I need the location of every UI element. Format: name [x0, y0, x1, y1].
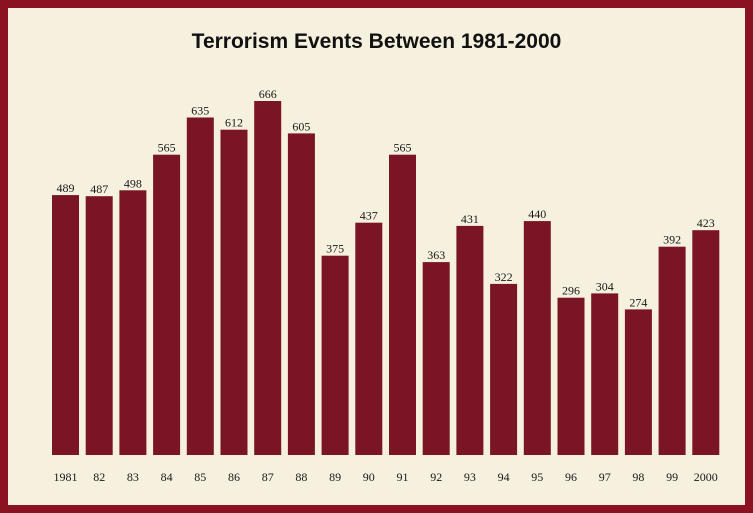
- bar-83: [119, 190, 147, 456]
- x-tick-93: 93: [464, 470, 476, 484]
- bar-91: [389, 154, 416, 455]
- x-tick-95: 95: [531, 470, 543, 484]
- value-label-93: 431: [461, 212, 479, 226]
- value-label-90: 437: [360, 209, 378, 223]
- value-label-85: 635: [191, 104, 209, 118]
- bar-82: [85, 196, 113, 455]
- bar-2000: [692, 230, 720, 455]
- x-tick-96: 96: [565, 470, 577, 484]
- value-label-87: 666: [259, 87, 277, 101]
- value-label-1981: 489: [57, 181, 75, 195]
- bar-87: [254, 101, 282, 455]
- x-tick-85: 85: [194, 470, 206, 484]
- value-label-92: 363: [427, 248, 445, 262]
- bar-90: [355, 222, 383, 455]
- bar-92: [422, 262, 450, 455]
- x-tick-94: 94: [498, 470, 510, 484]
- value-label-2000: 423: [697, 216, 715, 230]
- bar-88: [287, 133, 315, 455]
- x-tick-2000: 2000: [694, 470, 718, 484]
- x-tick-98: 98: [632, 470, 644, 484]
- bar-98: [624, 309, 652, 455]
- value-label-98: 274: [629, 295, 647, 309]
- value-label-94: 322: [495, 270, 513, 284]
- bar-99: [658, 246, 686, 455]
- bar-97: [591, 293, 619, 455]
- x-tick-91: 91: [397, 470, 409, 484]
- bar-1981: [52, 195, 79, 455]
- value-label-82: 487: [90, 182, 108, 196]
- bar-89: [321, 255, 349, 455]
- x-tick-84: 84: [161, 470, 173, 484]
- x-tick-99: 99: [666, 470, 678, 484]
- value-label-95: 440: [528, 207, 546, 221]
- bar-86: [220, 129, 248, 455]
- value-label-88: 605: [292, 119, 310, 133]
- x-tick-82: 82: [93, 470, 105, 484]
- x-tick-97: 97: [599, 470, 611, 484]
- bar-85: [186, 117, 214, 455]
- value-label-91: 565: [394, 141, 412, 155]
- bar-93: [456, 225, 484, 455]
- bar-96: [557, 297, 585, 455]
- bar-95: [523, 221, 551, 455]
- value-label-97: 304: [596, 279, 614, 293]
- value-label-89: 375: [326, 242, 344, 256]
- chart-title: Terrorism Events Between 1981-2000: [191, 30, 562, 53]
- x-tick-86: 86: [228, 470, 240, 484]
- value-label-99: 392: [663, 233, 681, 247]
- bar-84: [153, 154, 181, 455]
- bar-94: [490, 283, 518, 455]
- x-tick-89: 89: [329, 470, 341, 484]
- value-label-86: 612: [225, 116, 243, 130]
- x-tick-1981: 1981: [54, 470, 78, 484]
- value-label-83: 498: [124, 176, 142, 190]
- x-tick-83: 83: [127, 470, 139, 484]
- x-tick-90: 90: [363, 470, 375, 484]
- x-tick-87: 87: [262, 470, 274, 484]
- value-label-96: 296: [562, 284, 580, 298]
- x-tick-88: 88: [295, 470, 307, 484]
- x-tick-92: 92: [430, 470, 442, 484]
- value-label-84: 565: [158, 141, 176, 155]
